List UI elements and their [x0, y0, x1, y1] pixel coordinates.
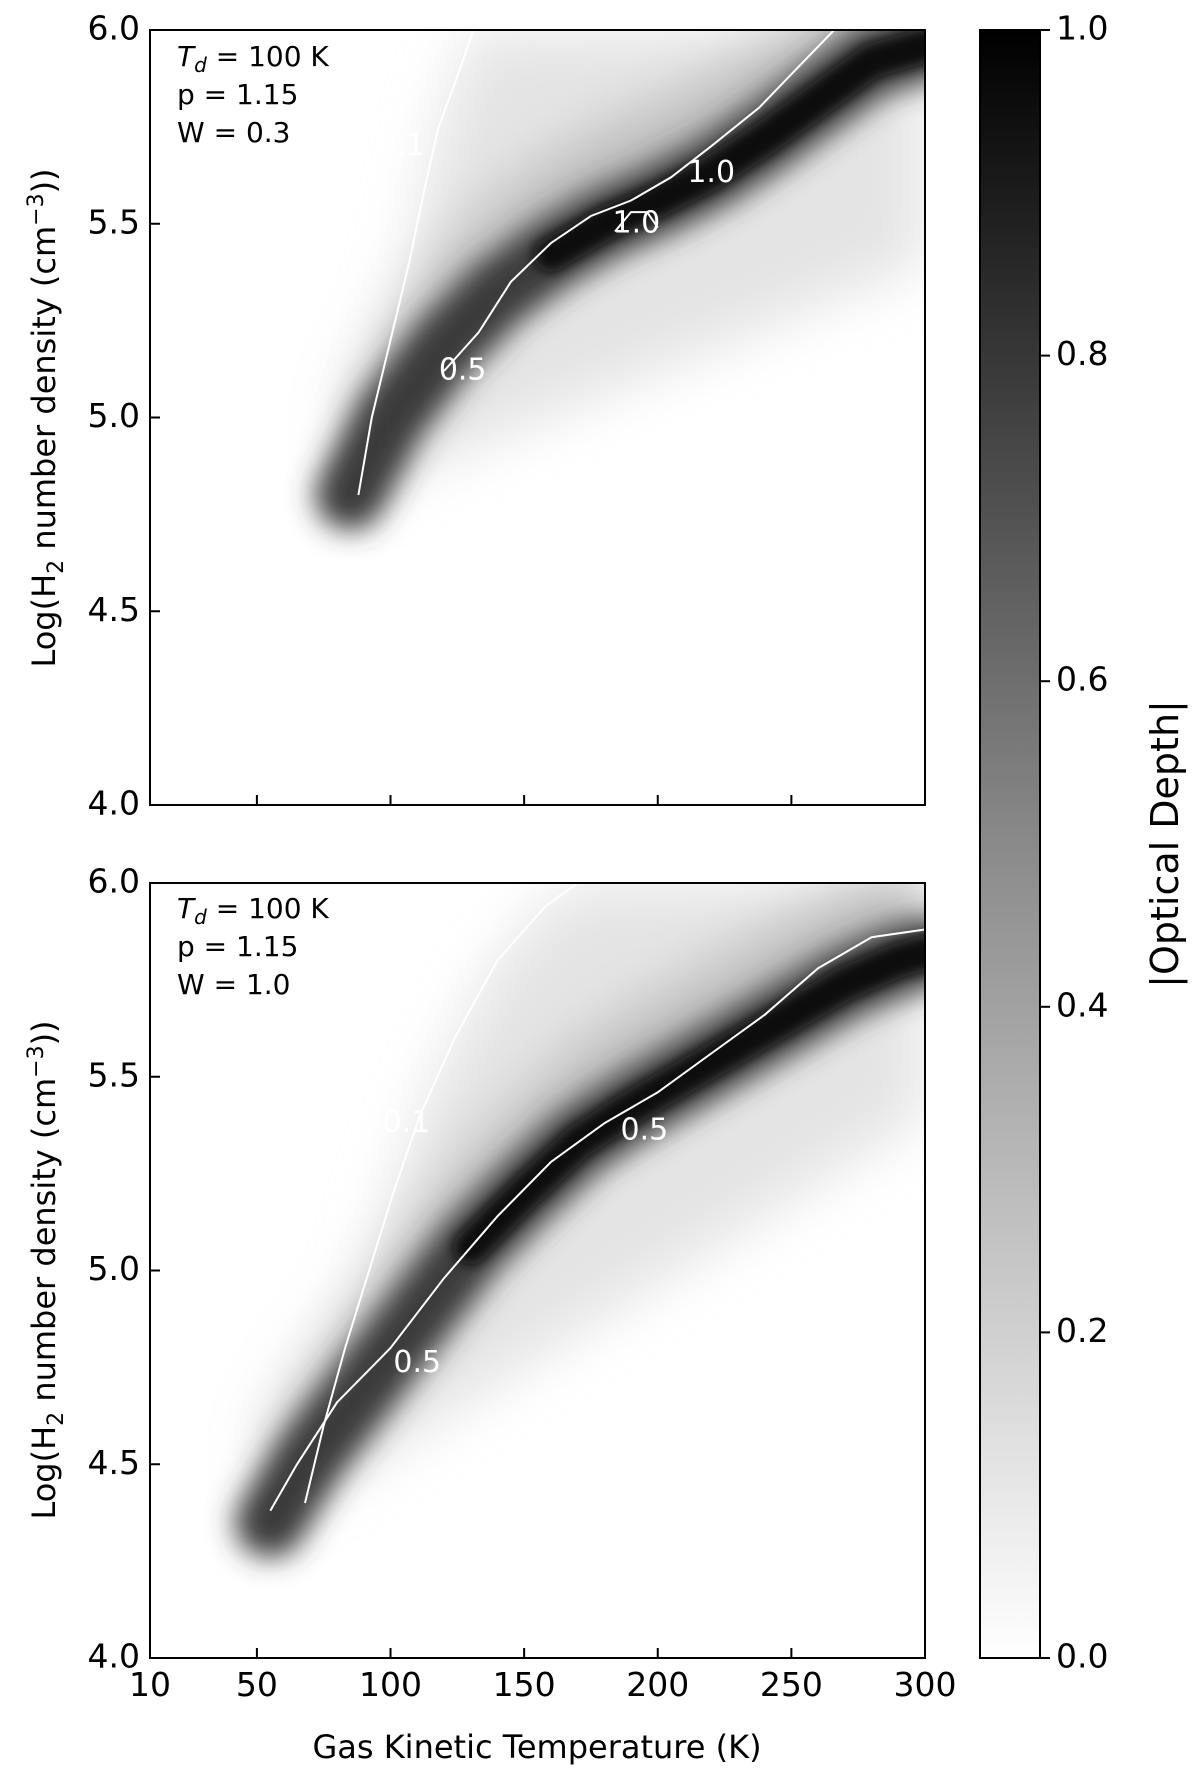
contour-label: 1.0: [613, 205, 661, 240]
y-tick-label: 5.0: [88, 396, 140, 435]
colorbar-frame: [979, 29, 1041, 1659]
y-tick-label: 4.5: [88, 1443, 140, 1482]
y-tick-label: 4.0: [88, 1637, 140, 1676]
colorbar-tick-label: 0.4: [1056, 985, 1108, 1024]
bottom-x-ticks: 10 50 100 150 200 250 300: [129, 1648, 957, 1704]
y-tick-label: 6.0: [88, 9, 140, 48]
contour-label: 1.0: [687, 155, 735, 190]
bottom-annotation-w: W = 1.0: [177, 968, 290, 1001]
bottom-y-axis-title: Log(H2 number density (cm−3)): [24, 1020, 69, 1519]
x-tick-label: 250: [760, 1665, 823, 1704]
bottom-panel: 0.1 0.5 0.5 4.0 4.5 5.0 5.5 6.0 10 50 100 150 200 2…: [24, 862, 957, 1767]
top-annotation-w: W = 0.3: [177, 116, 290, 149]
top-annotation-p: p = 1.15: [177, 78, 298, 111]
ridge-core: [453, 935, 925, 1265]
contour-line-1: [614, 211, 659, 233]
contour-line-0-5: [443, 30, 835, 372]
top-panel: 0.10.51.01.0 4.04.55.05.56.0 Td = 100 K …: [24, 9, 926, 823]
contour-label: 0.5: [393, 1345, 441, 1380]
bottom-annotation-td: Td = 100 K: [177, 892, 329, 929]
contour-line-0-5: [269, 928, 925, 1512]
contour-line-0-1: [357, 30, 475, 496]
bottom-contours: [269, 883, 925, 1512]
x-tick-label: 200: [626, 1665, 689, 1704]
bottom-core-layer: [453, 935, 925, 1265]
x-tick-label: 10: [129, 1665, 171, 1704]
colorbar-tick-label: 1.0: [1056, 9, 1108, 48]
y-tick-label: 6.0: [88, 862, 140, 901]
bottom-y-ticks: 4.0 4.5 5.0 5.5 6.0: [88, 862, 160, 1676]
contour-line-0-1: [304, 883, 579, 1504]
x-tick-label: 300: [894, 1665, 957, 1704]
top-annotation-td: Td = 100 K: [177, 40, 329, 77]
contour-label: 0.1: [383, 1105, 431, 1140]
contour-label: 0.5: [621, 1113, 669, 1148]
x-tick-label: 150: [493, 1665, 556, 1704]
contour-label: 0.5: [439, 353, 487, 388]
y-tick-label: 5.5: [88, 1055, 140, 1094]
top-y-axis-title: Log(H2 number density (cm−3)): [24, 168, 69, 667]
ridge-core: [533, 30, 925, 272]
colorbar: 0.0 0.2 0.4 0.6 0.8 1.0 |Optical Depth|: [979, 9, 1188, 1676]
colorbar-gradient: [980, 30, 1040, 1658]
x-axis-title: Gas Kinetic Temperature (K): [312, 1728, 761, 1766]
colorbar-tick-label: 0.0: [1056, 1637, 1108, 1676]
contour-label: 0.1: [377, 128, 425, 163]
colorbar-tick-label: 0.2: [1056, 1311, 1108, 1350]
top-y-ticks: 4.0 4.5 5.0 5.5 6.0: [88, 9, 160, 823]
y-tick-label: 5.0: [88, 1249, 140, 1288]
top-x-ticks: [149, 795, 926, 805]
y-tick-label: 4.5: [88, 590, 140, 629]
top-core-layer: [533, 30, 925, 272]
top-heatmap: 0.1 0.5 1.0 1.0: [150, 30, 925, 805]
colorbar-label: |Optical Depth|: [1143, 700, 1188, 988]
bottom-annotation-p: p = 1.15: [177, 930, 298, 963]
y-tick-label: 5.5: [88, 202, 140, 241]
colorbar-tick-label: 0.6: [1056, 660, 1108, 699]
bottom-heatmap: 0.1 0.5 0.5: [150, 883, 925, 1658]
colorbar-ticks: 0.0 0.2 0.4 0.6 0.8 1.0: [1040, 9, 1108, 1676]
x-tick-label: 100: [359, 1665, 422, 1704]
top-contour-labels: 0.1 0.5 1.0 1.0: [377, 128, 735, 388]
top-contours: [357, 30, 835, 496]
colorbar-tick-label: 0.8: [1056, 334, 1108, 373]
x-tick-label: 50: [236, 1665, 278, 1704]
bottom-contour-labels: 0.1 0.5 0.5: [383, 1105, 669, 1380]
y-tick-label: 4.0: [88, 784, 140, 823]
haze-band: [350, 30, 925, 495]
